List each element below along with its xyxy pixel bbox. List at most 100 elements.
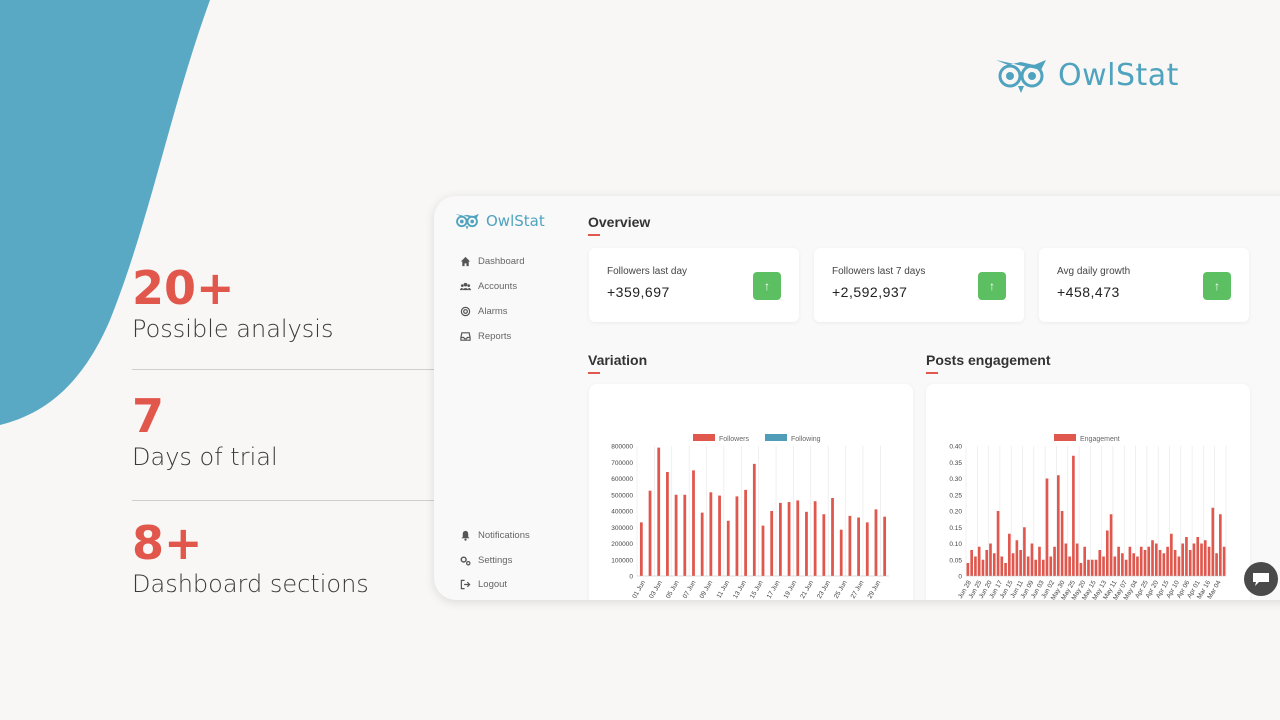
bar: [648, 490, 652, 576]
bar: [992, 553, 996, 576]
sidebar-item-label: Alarms: [478, 305, 508, 317]
sidebar-item-label: Notifications: [478, 529, 530, 541]
bar: [639, 522, 643, 576]
bar: [1026, 556, 1030, 576]
bar: [1094, 559, 1098, 576]
bar: [1004, 563, 1007, 576]
bar: [761, 525, 765, 576]
card-value: +2,592,937: [832, 284, 908, 300]
bar: [1147, 546, 1151, 576]
y-tick-label: 0.15: [949, 525, 962, 532]
y-tick-label: 700000: [611, 460, 633, 467]
stat-label: Possible analysis: [132, 315, 334, 343]
stat-card: Followers last 7 days +2,592,937 ↑: [814, 248, 1024, 322]
card-value: +458,473: [1057, 284, 1120, 300]
sidebar-item-alarms[interactable]: Alarms: [460, 304, 508, 318]
bar: [1072, 455, 1075, 576]
bar: [674, 494, 678, 576]
sidebar-item-notifications[interactable]: Notifications: [460, 528, 530, 542]
variation-chart: Followers Following 0 100000 200000 300000 400…: [611, 434, 889, 600]
bar: [1041, 559, 1045, 576]
bar: [1064, 543, 1068, 576]
sidebar-item-dashboard[interactable]: Dashboard: [460, 254, 524, 268]
y-tick-label: 0.05: [949, 557, 962, 564]
bar: [1143, 550, 1147, 576]
decorative-blob: [0, 0, 210, 425]
bar: [1188, 550, 1192, 576]
bar: [857, 517, 860, 576]
arrow-up-icon[interactable]: ↑: [1203, 272, 1231, 300]
y-tick-label: 0.30: [949, 476, 962, 483]
bar: [1045, 478, 1049, 576]
bar: [1087, 559, 1090, 576]
card-title: Followers last 7 days: [832, 266, 926, 277]
x-tick-label: 29 Jun: [867, 579, 883, 600]
x-tick-label: 07 Jun: [682, 579, 698, 600]
bar: [1181, 543, 1184, 576]
bar: [813, 501, 817, 576]
card-title: Avg daily growth: [1057, 266, 1131, 277]
bar: [1177, 556, 1181, 576]
bar: [1038, 546, 1041, 576]
divider: [132, 500, 434, 501]
x-tick-label: 19 Jun: [783, 579, 799, 600]
bar: [974, 556, 977, 576]
bar: [1203, 540, 1207, 576]
sidebar-item-label: Accounts: [478, 280, 518, 292]
bar: [1200, 543, 1203, 576]
chat-button[interactable]: [1244, 562, 1278, 596]
bar: [1000, 556, 1004, 576]
target-icon: [460, 306, 471, 316]
bar: [839, 529, 843, 576]
sidebar-item-label: Dashboard: [478, 255, 525, 267]
bar: [848, 515, 852, 576]
bar: [865, 522, 869, 576]
bar: [1139, 546, 1143, 576]
bar: [1207, 546, 1211, 576]
bar: [787, 502, 791, 576]
bar: [1128, 546, 1132, 576]
bar: [1185, 537, 1188, 576]
y-tick-label: 200000: [611, 541, 633, 548]
y-tick-label: 0.25: [949, 492, 962, 499]
bar: [657, 447, 661, 576]
bar: [1158, 550, 1162, 576]
y-tick-label: 0.20: [949, 509, 962, 516]
engagement-chart-card: Engagement 0 0.05 0.10 0.15 0.20 0.25 0.30 0.35 0…: [926, 384, 1250, 600]
stat-card: Avg daily growth +458,473 ↑: [1039, 248, 1249, 322]
sidebar-item-reports[interactable]: Reports: [460, 329, 511, 343]
bar: [1132, 553, 1135, 576]
gears-icon: [460, 555, 471, 565]
stat-value: 7: [132, 389, 165, 443]
sidebar-item-settings[interactable]: Settings: [460, 553, 512, 567]
x-tick-label: 17 Jun: [766, 579, 782, 600]
bar: [989, 543, 992, 576]
arrow-up-icon[interactable]: ↑: [753, 272, 781, 300]
owl-logo-icon: [996, 60, 1046, 93]
bar: [1068, 556, 1071, 576]
card-title: Followers last day: [607, 266, 688, 277]
legend-swatch: [765, 434, 787, 441]
sidebar-item-accounts[interactable]: Accounts: [460, 279, 517, 293]
brand-logo: OwlStat: [994, 56, 1179, 94]
arrow-up-icon[interactable]: ↑: [978, 272, 1006, 300]
bar: [1090, 559, 1094, 576]
sidebar-item-logout[interactable]: Logout: [460, 577, 507, 591]
brand-name: OwlStat: [1058, 57, 1179, 93]
bar: [1162, 553, 1166, 576]
variation-title: Variation: [588, 352, 648, 374]
bar: [966, 563, 970, 576]
sidebar-logo[interactable]: OwlStat: [454, 212, 545, 230]
x-tick-label: 05 Jun: [665, 579, 681, 600]
stat-value: 8+: [132, 516, 203, 570]
y-tick-label: 500000: [611, 492, 633, 499]
variation-chart-card: Followers Following 0 100000 200000 300000 400…: [589, 384, 913, 600]
x-tick-label: 13 Jun: [732, 579, 748, 600]
x-tick-label: 27 Jun: [850, 579, 866, 600]
bar: [1166, 546, 1169, 576]
sidebar-item-label: Reports: [478, 330, 512, 342]
y-tick-label: 0.40: [949, 444, 962, 451]
y-tick-label: 0: [958, 574, 962, 581]
bar: [796, 500, 800, 576]
bar: [1008, 533, 1011, 576]
